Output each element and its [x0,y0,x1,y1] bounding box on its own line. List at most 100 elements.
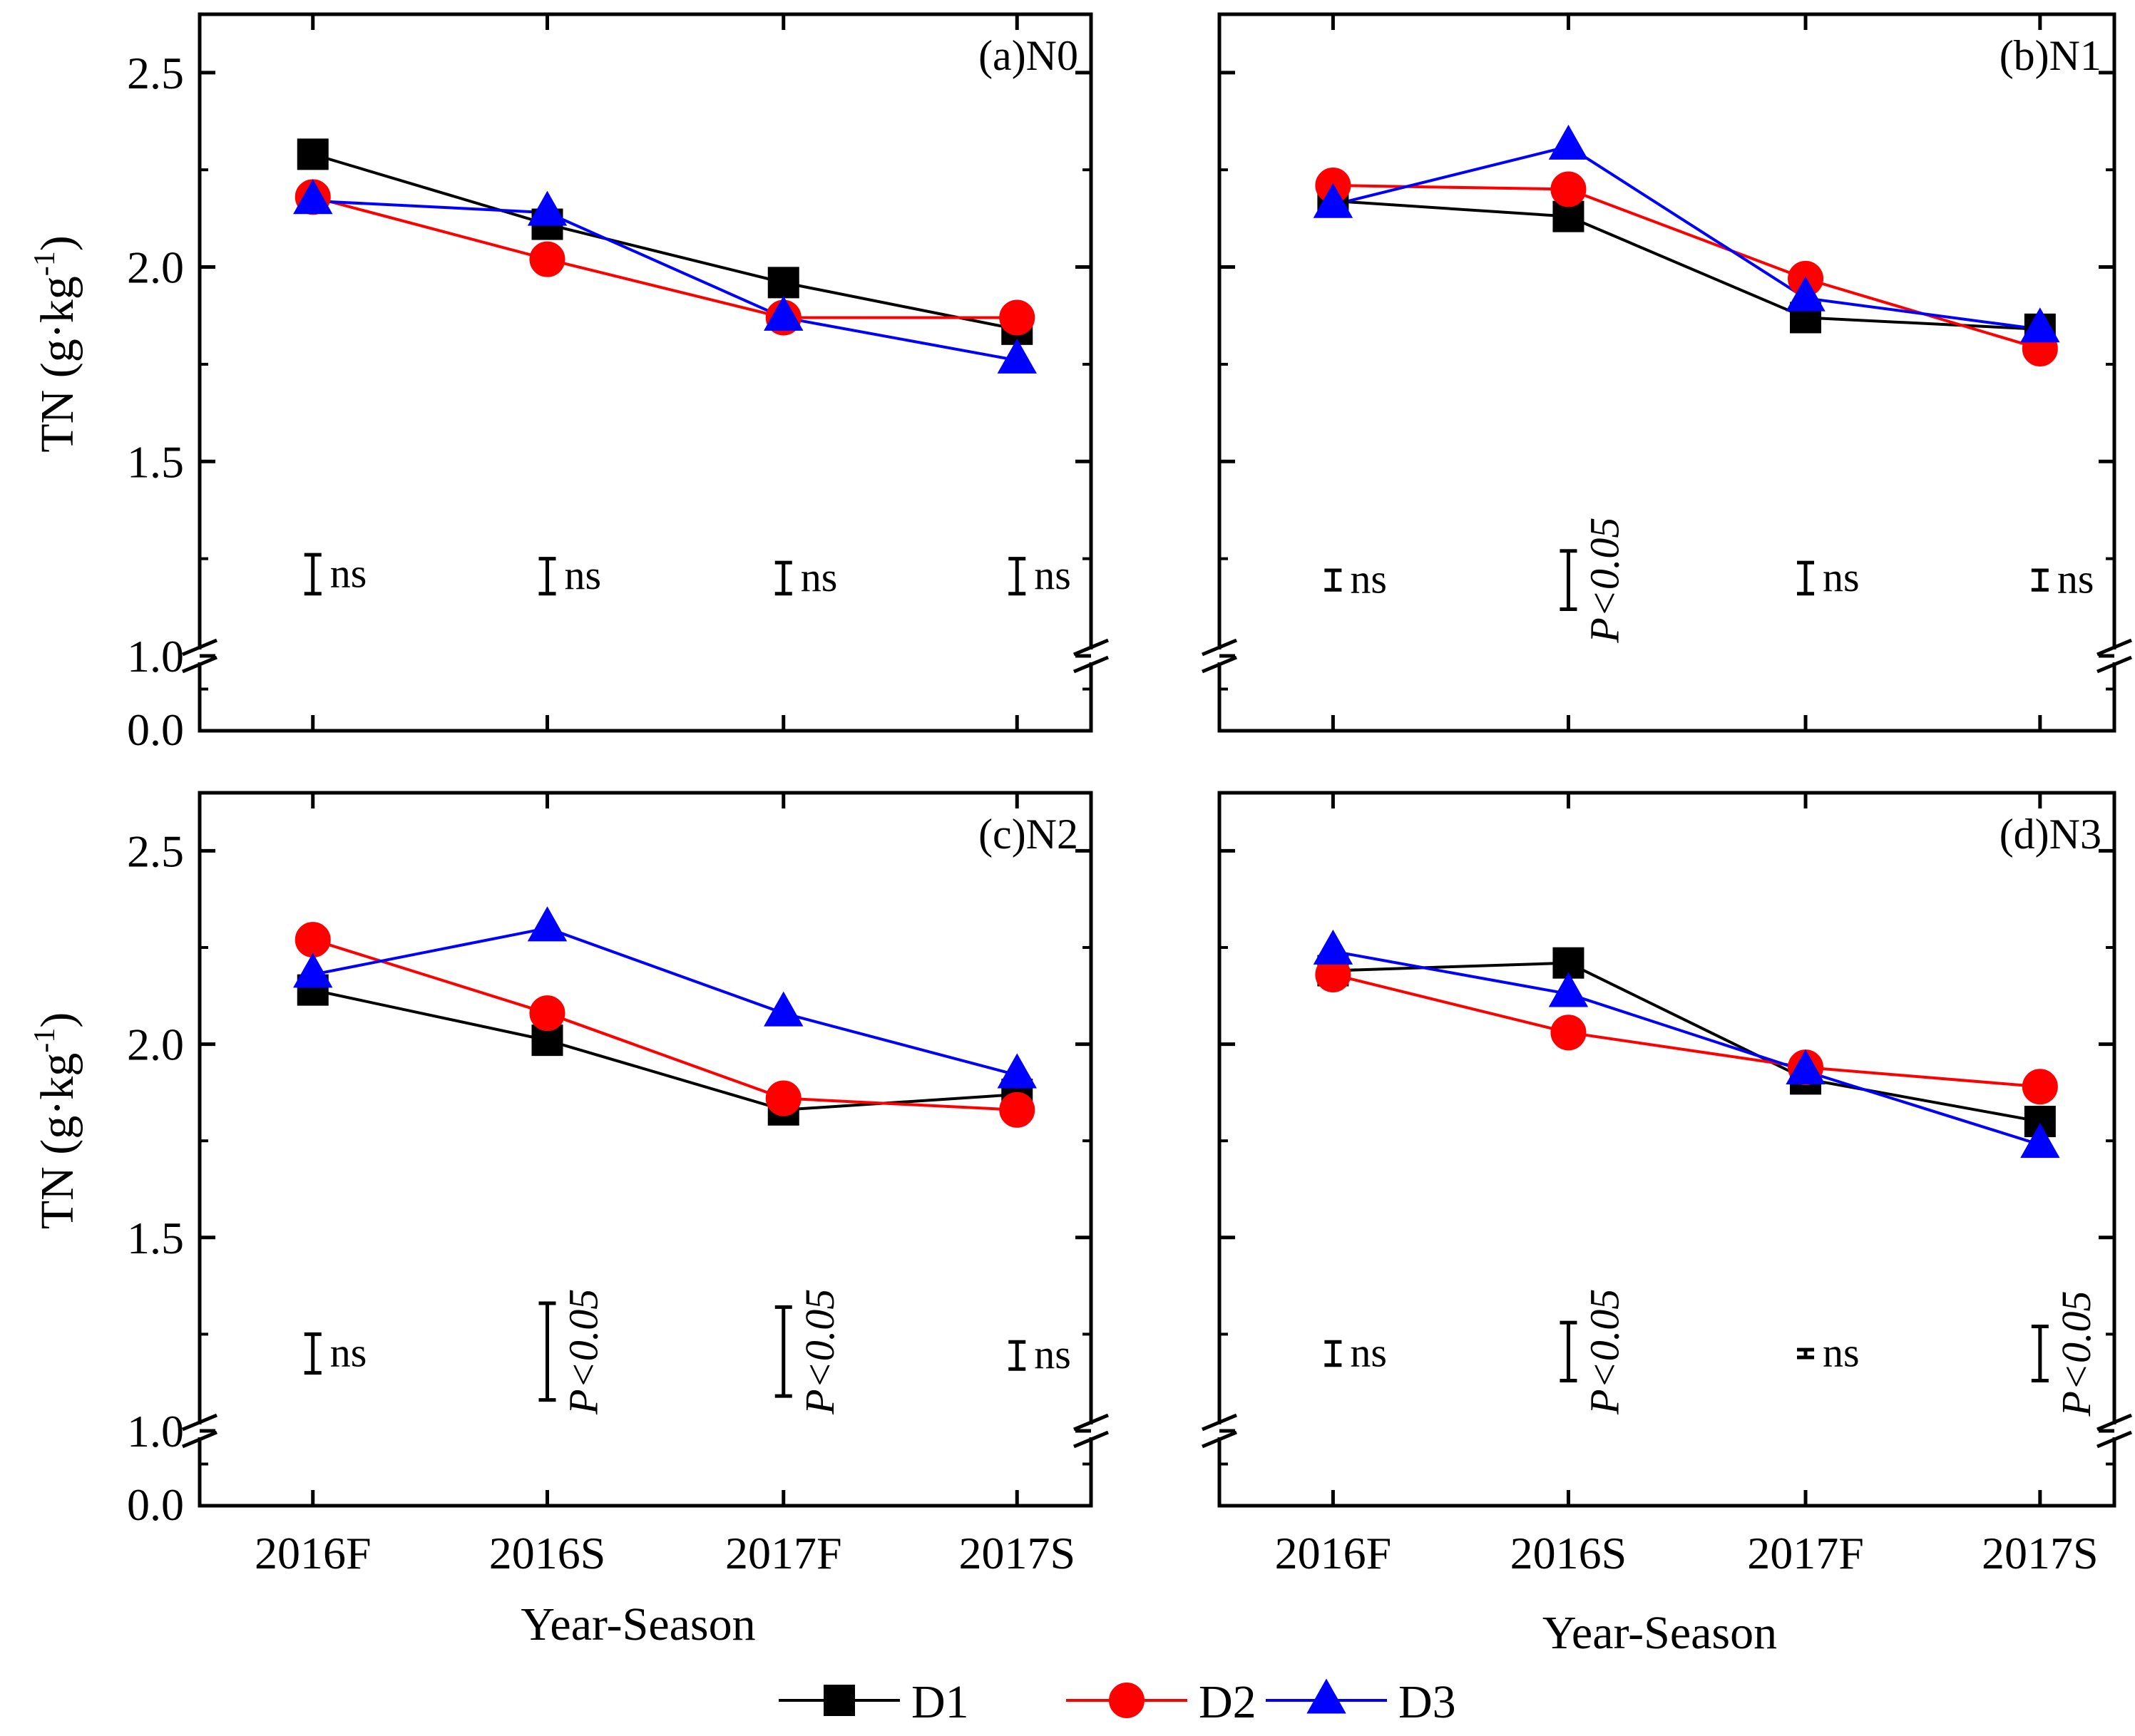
axis-break-slash-left [1202,655,1237,674]
series-line-d1 [1333,961,2041,1124]
legend-d3-triangle-marker [1306,1678,1346,1714]
y-tick-label: 2.0 [127,242,184,293]
data-point-d2-circle-marker [529,995,565,1032]
x-tick-label: 2016F [1275,1528,1392,1578]
series-line-d2 [1332,972,2040,1089]
significance-label: P<0.05 [1581,1289,1627,1415]
data-point-d3-triangle-marker [1786,1049,1826,1085]
y-tick-label-zero: 0.0 [127,1479,184,1530]
data-point-d1-square-marker [767,267,799,299]
significance-label: P<0.05 [2053,1290,2099,1417]
data-point-d2-circle-marker [999,1092,1035,1128]
legend-label-d2: D2 [1199,1676,1256,1728]
data-point-d3-triangle-marker [1548,124,1589,160]
y-tick-label: 1.5 [127,436,184,487]
y-axis-title-sup: -1 [29,1028,61,1053]
series-line-d2 [312,195,1018,319]
y-axis-title: TN (g·kg-1) [29,1012,83,1229]
series-line-d1 [312,988,1018,1111]
y-tick-label: 1.0 [127,1406,184,1457]
axis-break-slash-right [1073,655,1109,674]
data-point-d3-triangle-marker [2020,1123,2060,1159]
panel-label: (b)N1 [2000,32,2101,79]
y-tick-label: 1.0 [127,631,184,682]
axis-break-slash-right [2096,1413,2132,1432]
axis-break-slash-right [1073,1413,1109,1432]
y-tick-label: 2.0 [127,1019,184,1070]
axis-break-slash-left [1202,638,1237,657]
legend-d1-square-marker [824,1685,855,1716]
y-axis-title-main: TN (g·kg [31,1053,83,1229]
data-point-d3-triangle-marker [1313,183,1353,218]
significance-label: ns [330,550,367,596]
panel-frame [198,12,1093,733]
data-point-d2-circle-marker [1550,1015,1587,1051]
legend-d2-circle-marker [1109,1683,1145,1718]
significance-label: ns [330,1330,367,1376]
panel-label: (a)N0 [978,32,1078,79]
axis-break-slash-right [2096,638,2132,657]
data-point-d2-circle-marker [2022,1069,2058,1105]
significance-label: ns [2057,556,2094,602]
data-point-d2-circle-marker [999,299,1035,336]
x-tick-label: 2017F [1747,1528,1864,1578]
series-line-d1 [312,153,1018,331]
y-axis-title-close: ) [31,1012,83,1028]
x-axis-title: Year-Season [1542,1607,1777,1659]
x-tick-label: 2017S [958,1528,1075,1578]
data-point-d3-triangle-marker [527,906,568,942]
x-tick-label: 2017S [1982,1528,2099,1578]
legend-label-d1: D1 [911,1676,969,1728]
data-point-d2-circle-marker [529,241,565,277]
axis-break-slash-left [1202,1430,1237,1449]
y-axis-title-close: ) [31,235,83,251]
data-point-d3-triangle-marker [997,1053,1037,1089]
significance-label: ns [565,552,602,598]
significance-label: ns [1350,556,1387,602]
series-line-d3 [312,199,1018,362]
significance-label: ns [801,554,838,600]
panel-a: 2.5 2.0 1.5 1.0 0.0 TN (g·kg-1) (a)N0 ns ns ns ns [29,12,1109,755]
data-point-d3-triangle-marker [997,338,1037,374]
series-line-d2 [312,938,1018,1111]
panel-frame [1217,791,2116,1508]
y-axis-title-sup: -1 [29,251,61,276]
panel-d: 2016F 2016S 2017F 2017S Year-Season (d)N3 ns P<… [1202,791,2132,1659]
y-tick-label: 1.5 [127,1213,184,1263]
series-line-d3 [312,926,1018,1077]
axis-break-slash-left [182,655,217,674]
y-tick-label: 2.5 [127,48,184,98]
axis-break-slash-left [182,638,217,657]
series-line-d1 [1333,199,2040,331]
significance-label: ns [1034,1331,1071,1377]
significance-label: P<0.05 [797,1289,843,1415]
axis-break-slash-left [182,1430,217,1449]
data-point-d3-triangle-marker [1786,276,1826,312]
data-point-d2-circle-marker [295,922,331,958]
data-point-d3-triangle-marker [2020,307,2060,343]
data-point-d3-triangle-marker [293,179,333,215]
significance-label: ns [1823,1330,1860,1376]
panel-b: (b)N1 ns P<0.05 ns ns [1202,12,2132,733]
axis-break-slash-right [1073,1430,1109,1449]
significance-label: ns [1034,552,1071,598]
x-tick-label: 2017F [725,1528,842,1578]
series-line-d3 [1333,950,2041,1146]
panel-c: 2.5 2.0 1.5 1.0 0.0 2016F 2016S 2017F 2017S TN (g… [29,791,1109,1650]
x-axis-title: Year-Season [521,1598,755,1650]
panel-label: (c)N2 [978,811,1078,858]
legend: D1 D2 D3 [779,1676,1456,1728]
y-tick-label-zero: 0.0 [127,704,184,755]
data-point-d3-triangle-marker [527,190,568,226]
panel-label: (d)N3 [2000,811,2101,858]
panel-frame [1217,12,2116,733]
axis-break-slash-right [2096,1430,2132,1449]
significance-label: P<0.05 [1581,518,1627,644]
significance-label: P<0.05 [560,1289,607,1415]
series-line-d3 [1332,145,2041,331]
panel-frame [198,791,1093,1508]
axis-break-slash-right [2096,655,2132,674]
data-point-d3-triangle-marker [1313,929,1353,965]
